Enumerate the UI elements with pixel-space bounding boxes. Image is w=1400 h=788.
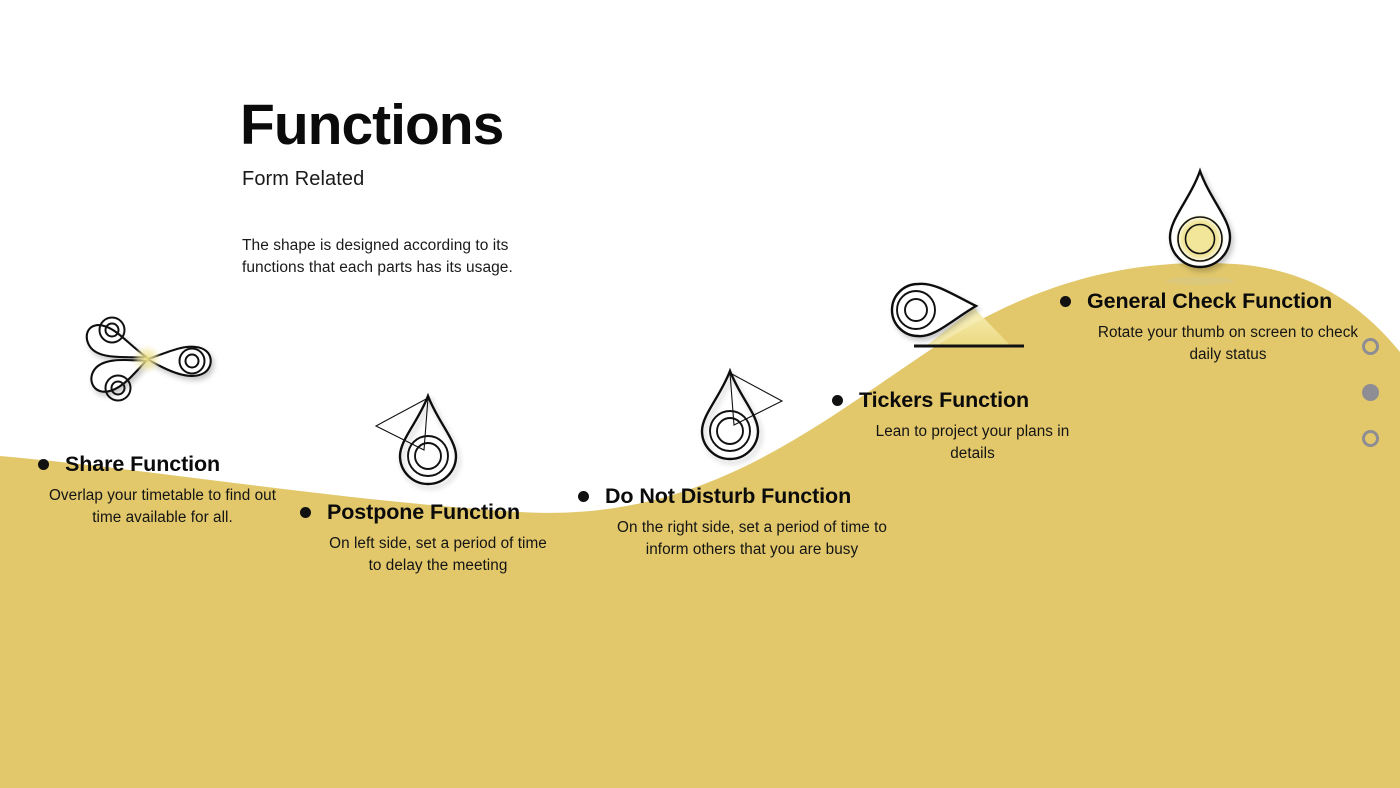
heading-block: Functions Form Related The shape is desi…	[240, 93, 800, 279]
slide-pagination	[1362, 338, 1379, 476]
function-tickers-heading: Tickers Function	[832, 388, 1075, 413]
tickers-drop	[890, 282, 979, 338]
bullet-icon	[38, 459, 49, 470]
pagination-dot-2[interactable]	[1362, 384, 1379, 401]
function-tickers-title: Tickers Function	[859, 388, 1030, 412]
do-not-disturb-teardrop-right-icon	[700, 367, 784, 461]
function-do-not-disturb-description: On the right side, set a period of time …	[617, 519, 887, 559]
function-share-title: Share Function	[65, 452, 221, 476]
bullet-icon	[832, 395, 843, 406]
share-center-glow	[132, 344, 162, 374]
function-share-description: Overlap your timetable to find out time …	[48, 487, 277, 527]
wave-shape	[0, 262, 1400, 788]
dnd-wing	[729, 372, 784, 426]
function-do-not-disturb-heading: Do Not Disturb Function	[578, 484, 902, 509]
function-general-check-title: General Check Function	[1087, 289, 1333, 313]
function-postpone-title: Postpone Function	[327, 500, 520, 524]
pagination-dot-1[interactable]	[1362, 338, 1379, 355]
postpone-wing	[374, 397, 429, 451]
function-item-postpone: Postpone Function On left side, set a pe…	[300, 500, 554, 577]
function-general-check-description: Rotate your thumb on screen to check dai…	[1097, 324, 1359, 364]
bullet-icon	[300, 507, 311, 518]
page-subtitle: Form Related	[242, 168, 365, 191]
pagination-dot-3[interactable]	[1362, 430, 1379, 447]
function-general-check-heading: General Check Function	[1060, 289, 1372, 314]
general-check-teardrop-icon	[1166, 167, 1234, 285]
function-item-share: Share Function Overlap your timetable to…	[38, 452, 285, 529]
function-tickers-description: Lean to project your plans in details	[875, 423, 1070, 463]
function-share-heading: Share Function	[38, 452, 285, 477]
bullet-icon	[578, 491, 589, 502]
dnd-drop	[700, 367, 760, 461]
tickers-projector-icon	[890, 282, 1024, 348]
page-title: Functions	[240, 93, 504, 157]
share-three-petal-icon	[85, 316, 212, 402]
bullet-icon	[1060, 296, 1071, 307]
function-postpone-heading: Postpone Function	[300, 500, 554, 525]
function-do-not-disturb-title: Do Not Disturb Function	[605, 484, 852, 508]
function-item-general-check: General Check Function Rotate your thumb…	[1060, 289, 1372, 366]
tickers-beam	[926, 308, 1011, 346]
function-postpone-description: On left side, set a period of time to de…	[329, 535, 547, 575]
function-item-tickers: Tickers Function Lean to project your pl…	[832, 388, 1075, 465]
function-item-do-not-disturb: Do Not Disturb Function On the right sid…	[578, 484, 902, 561]
general-check-shadow	[1166, 277, 1234, 285]
postpone-teardrop-left-icon	[374, 392, 458, 486]
postpone-drop	[398, 392, 458, 486]
page-description: The shape is designed according to its f…	[242, 237, 513, 277]
general-check-dial-glow	[1176, 215, 1224, 263]
